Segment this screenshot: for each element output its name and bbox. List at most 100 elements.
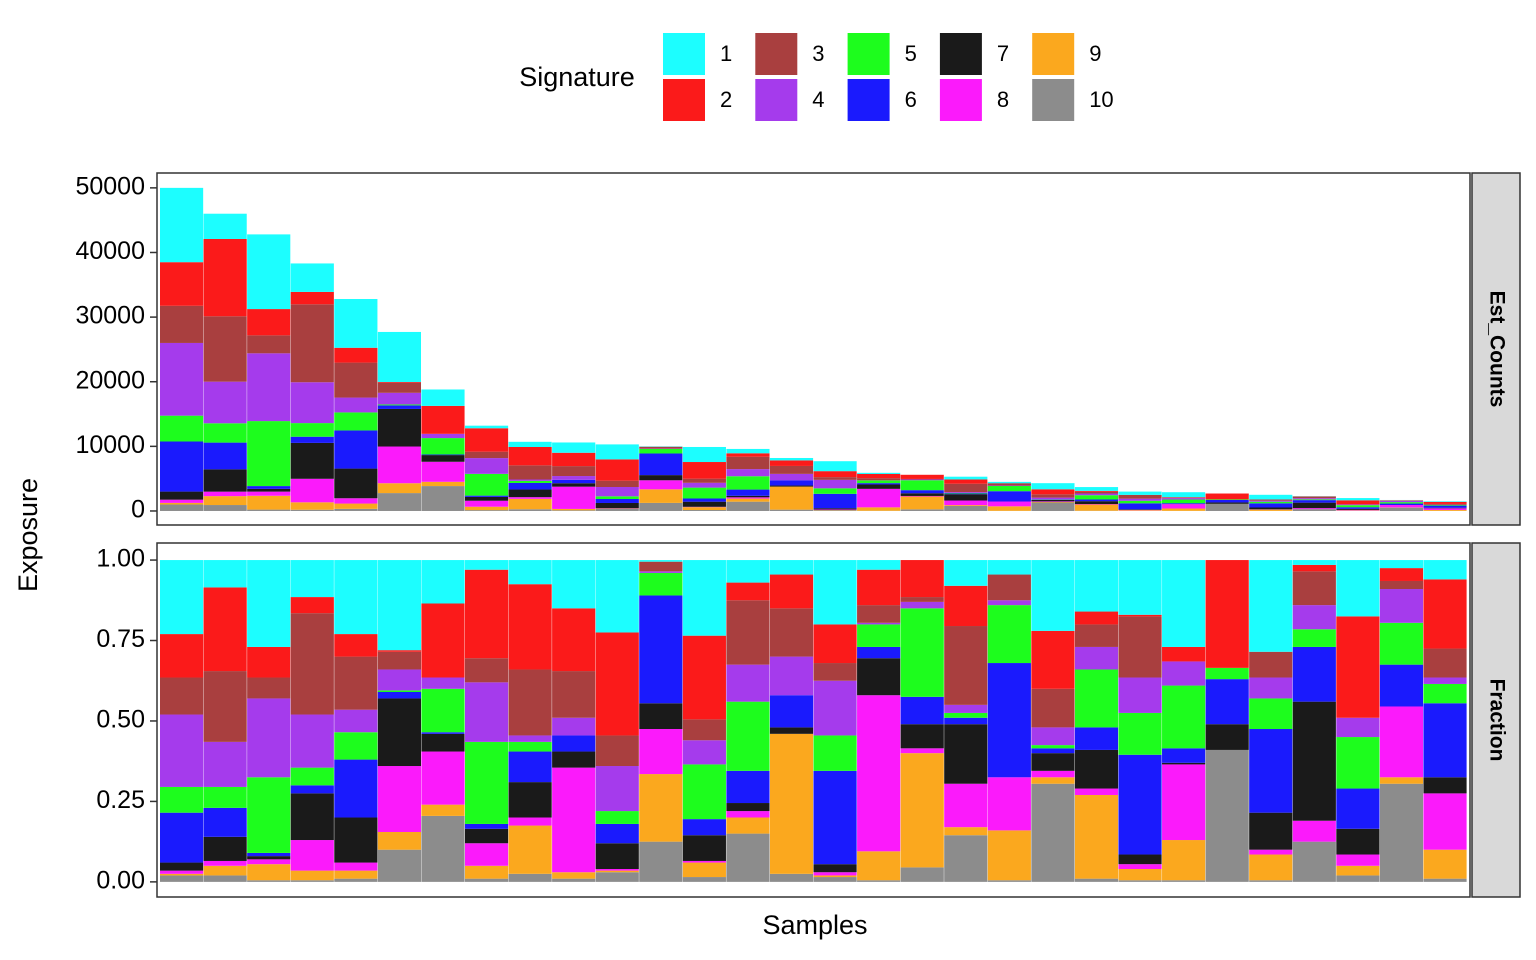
bar-segment	[160, 714, 204, 787]
bar-segment	[682, 635, 726, 720]
bar-segment	[1423, 510, 1467, 511]
bar-segment	[1292, 500, 1336, 503]
bar-segment	[1423, 703, 1467, 778]
bar-segment	[639, 502, 683, 511]
bar-segment	[813, 877, 857, 882]
bar-segment	[464, 828, 509, 844]
bar-segment	[421, 815, 465, 882]
bar-segment	[247, 309, 291, 336]
bar-segment	[1118, 869, 1162, 881]
bar-segment	[1249, 698, 1293, 730]
bar-segment	[1074, 501, 1119, 505]
bar-segment	[160, 786, 204, 813]
bar-segment	[900, 474, 944, 479]
bar-segment	[682, 507, 726, 511]
bar-segment	[944, 492, 988, 494]
bar-segment	[203, 865, 247, 876]
bar-segment	[900, 867, 944, 882]
bar-segment	[464, 510, 509, 511]
bar-segment	[595, 496, 639, 499]
legend-key	[939, 33, 982, 75]
bar-segment	[290, 442, 334, 479]
panel-border	[156, 172, 1471, 526]
bar-segment	[813, 560, 857, 625]
bar-segment	[857, 695, 901, 852]
bar-segment	[421, 455, 465, 462]
bar-segment	[1162, 498, 1206, 500]
bar-segment	[247, 856, 291, 860]
bar-segment	[464, 425, 509, 429]
bar-segment	[857, 658, 901, 696]
bar-segment	[1249, 494, 1293, 500]
bar-segment	[203, 836, 247, 861]
bar-segment	[944, 827, 988, 836]
bar-segment	[1118, 712, 1162, 755]
bar-segment	[334, 362, 378, 398]
bar-segment	[595, 498, 639, 503]
bar-segment	[508, 735, 552, 742]
bar-segment	[160, 812, 204, 863]
bar-segment	[1118, 509, 1162, 510]
bar-segment	[944, 783, 988, 828]
bar-segment	[203, 587, 247, 672]
bar-segment	[1336, 717, 1380, 738]
bar-segment	[1074, 495, 1119, 500]
bar-segment	[160, 870, 204, 874]
bar-segment	[1249, 560, 1293, 652]
bar-segment	[552, 510, 596, 511]
bar-segment	[1423, 579, 1467, 649]
bar-segment	[1249, 729, 1293, 813]
bar-segment	[726, 498, 770, 502]
bar-segment	[1162, 646, 1206, 662]
bar-segment	[160, 634, 204, 678]
bar-segment	[987, 481, 1031, 484]
bar-segment	[1379, 664, 1424, 707]
bar-segment	[1118, 503, 1162, 510]
bar-segment	[1031, 501, 1075, 503]
bar-segment	[900, 496, 944, 510]
bar-segment	[769, 486, 814, 510]
bar-segment	[900, 478, 944, 480]
bar-segment	[726, 811, 770, 818]
bar-segment	[334, 503, 378, 509]
bar-segment	[682, 446, 726, 463]
bar-segment	[595, 843, 639, 870]
bar-segment	[377, 331, 421, 383]
bar-segment	[160, 677, 204, 715]
bar-segment	[203, 469, 247, 492]
bar-segment	[1379, 783, 1424, 882]
bar-segment	[1336, 875, 1380, 882]
legend-label: 7	[997, 41, 1009, 66]
bar-segment	[900, 597, 944, 602]
bar-segment	[334, 878, 378, 882]
bar-segment	[464, 560, 509, 570]
bar-segment	[1074, 749, 1119, 789]
bar-segment	[1249, 677, 1293, 699]
bar-segment	[1162, 504, 1206, 509]
bar-segment	[247, 509, 291, 511]
bar-segment	[1292, 496, 1336, 499]
bar-segment	[595, 508, 639, 511]
bar-segment	[769, 733, 814, 874]
bar-segment	[464, 658, 509, 683]
legend-key	[847, 79, 890, 121]
bar-segment	[726, 701, 770, 771]
bar-segment	[769, 473, 814, 481]
bar-segment	[857, 473, 901, 479]
bar-segment	[1379, 500, 1424, 503]
bar-segment	[944, 492, 988, 493]
bar-segment	[944, 506, 988, 511]
bar-segment	[726, 770, 770, 804]
legend-key	[1032, 79, 1075, 121]
bar-segment	[682, 462, 726, 479]
bar-segment	[1379, 777, 1424, 784]
bar-segment	[1423, 508, 1467, 511]
bar-segment	[1292, 499, 1336, 501]
bar-segment	[508, 489, 552, 498]
bar-segment	[769, 695, 814, 728]
bar-segment	[639, 595, 683, 704]
bar-segment	[639, 703, 683, 730]
bar-segment	[857, 478, 901, 481]
bar-segment	[290, 502, 334, 510]
bar-segment	[290, 880, 334, 882]
